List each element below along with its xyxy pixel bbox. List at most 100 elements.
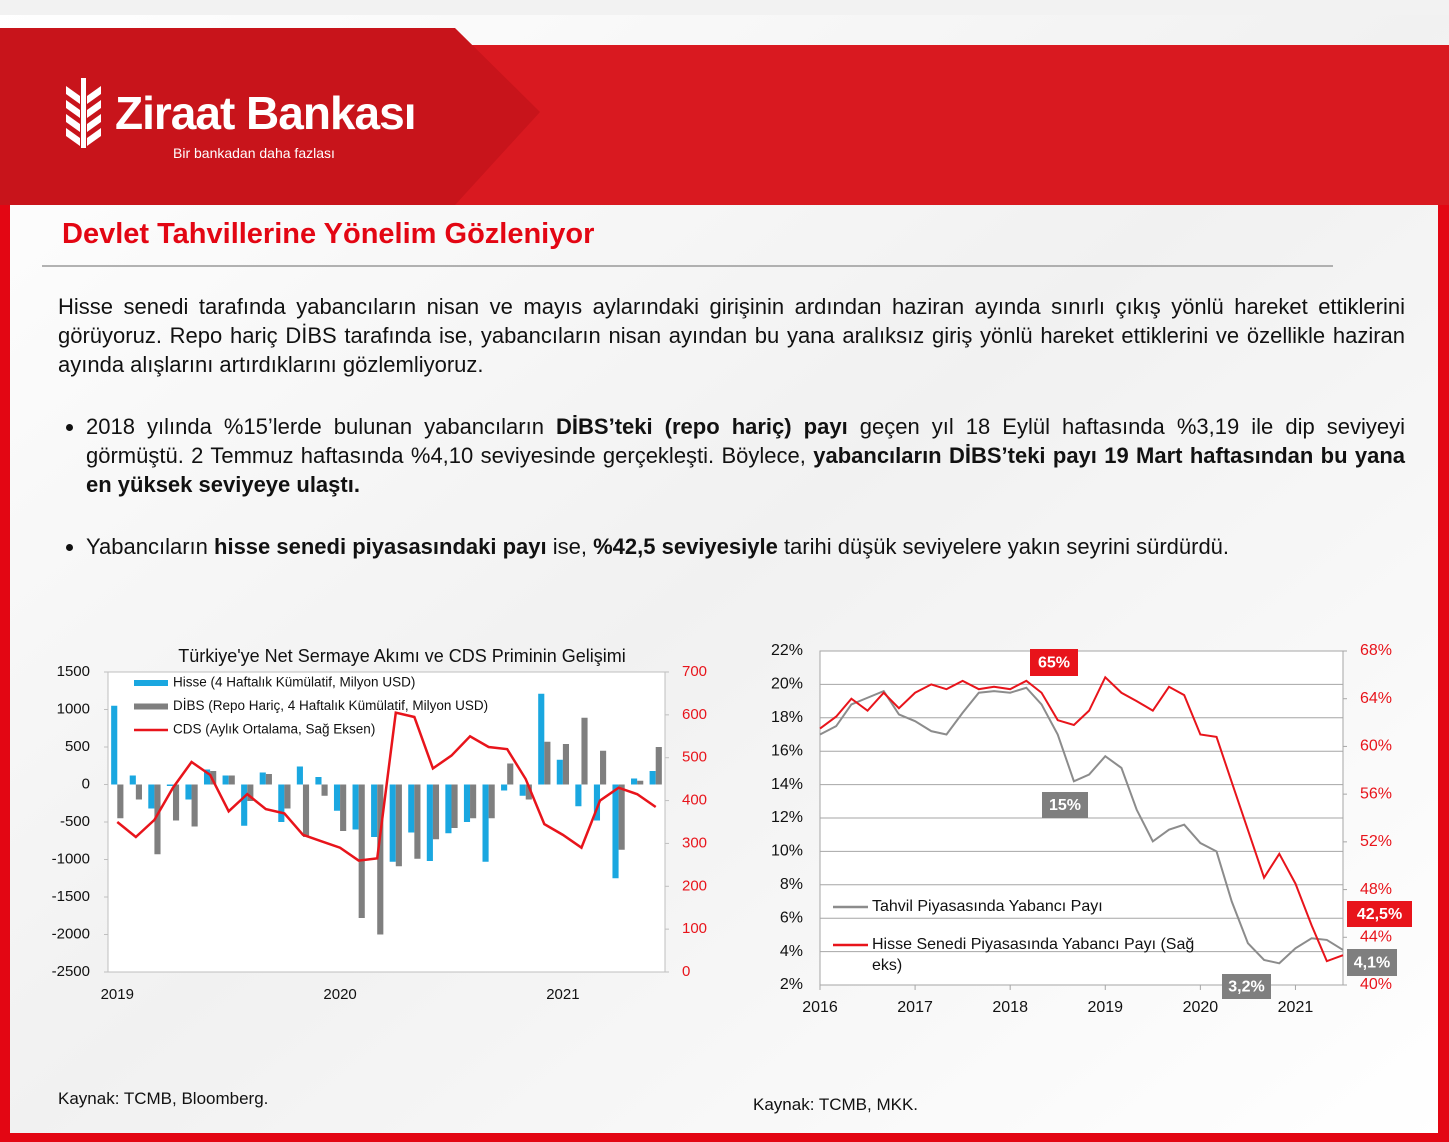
annotation: 15%	[1049, 797, 1081, 814]
bar	[488, 784, 495, 819]
y-tick-label: -500	[60, 813, 90, 830]
logo-icon	[66, 78, 101, 148]
x-tick-label: 2019	[101, 986, 134, 1003]
x-tick-label: 2018	[992, 999, 1028, 1016]
logo-panel	[0, 28, 540, 205]
y2-tick-label: 68%	[1360, 642, 1392, 659]
bar	[172, 784, 180, 821]
bar	[562, 744, 570, 785]
plot-area	[107, 671, 666, 973]
y2-tick-label: 400	[682, 792, 707, 809]
bar	[166, 784, 173, 786]
bar	[649, 771, 656, 785]
y-tick-label: 6%	[780, 909, 803, 926]
bar	[210, 771, 217, 785]
y-tick-label: -1000	[52, 850, 90, 867]
bar	[302, 784, 310, 837]
annotation: 65%	[1038, 655, 1070, 672]
bar	[228, 775, 235, 785]
bar	[556, 759, 563, 785]
annotation-box	[1030, 649, 1078, 676]
y2-tick-label: 52%	[1360, 833, 1392, 850]
legend-item: Tahvil Piyasasında Yabancı Payı	[872, 898, 1103, 915]
y-tick-label: 20%	[771, 676, 803, 693]
annotation-box	[1347, 901, 1412, 927]
bar	[426, 784, 433, 861]
bar	[507, 763, 514, 785]
legend-label: Tahvil Piyasasında Yabancı Payı	[872, 898, 1103, 915]
annotation: 42,5%	[1357, 906, 1402, 923]
y-tick-label: 12%	[771, 809, 803, 826]
frame-right	[1438, 205, 1449, 1142]
legend-swatch	[134, 703, 168, 710]
y-tick-label: -1500	[52, 888, 90, 905]
bar	[575, 784, 582, 807]
bar	[389, 784, 396, 862]
y-tick-label: 16%	[771, 742, 803, 759]
bar	[377, 784, 384, 935]
bar	[241, 784, 248, 826]
x-tick-label: 2017	[897, 999, 933, 1016]
bar	[432, 784, 440, 840]
source-note: Kaynak: TCMB, Bloomberg.	[58, 1089, 269, 1108]
legend-swatch	[134, 680, 168, 686]
bar	[445, 784, 452, 834]
text: Yabancıların	[86, 534, 215, 559]
bar	[284, 784, 291, 809]
bullet-list: 2018 yılında %15’lerde bulunan yabancıla…	[58, 412, 1405, 594]
y2-tick-label: 60%	[1360, 738, 1392, 755]
bar	[408, 784, 415, 833]
bar	[631, 778, 638, 785]
y2-tick-label: 48%	[1360, 881, 1392, 898]
legend-label: CDS (Aylık Ortalama, Sağ Eksen)	[173, 722, 375, 737]
y-tick-label: -2500	[52, 963, 90, 980]
bold-text: DİBS’teki (repo hariç) payı	[556, 414, 848, 439]
legend-label: Hisse Senedi Piyasasında Yabancı Payı (S…	[872, 936, 1195, 974]
source-note: Kaynak: TCMB, MKK.	[753, 1095, 919, 1114]
x-tick-label: 2019	[1087, 999, 1123, 1016]
annotation-box	[1042, 792, 1088, 818]
tagline: Bir bankadan daha fazlası	[173, 145, 335, 161]
bar	[148, 784, 155, 809]
text: ise,	[546, 534, 594, 559]
y-tick-label: 0	[82, 775, 90, 792]
legend-item: Hisse Senedi Piyasasında Yabancı Payı (S…	[872, 936, 1195, 974]
bar	[538, 693, 545, 785]
y-tick-label: 18%	[771, 709, 803, 726]
chart-title: Türkiye'ye Net Sermaye Akımı ve CDS Prim…	[178, 646, 626, 666]
bar	[222, 775, 229, 785]
y-tick-label: 500	[65, 738, 90, 755]
bar	[315, 777, 322, 785]
y2-tick-label: 44%	[1360, 929, 1392, 946]
paragraph: Hisse senedi tarafında yabancıların nisa…	[58, 294, 1405, 377]
bar	[612, 784, 619, 879]
y-tick-label: 4%	[780, 943, 803, 960]
bar	[247, 784, 254, 801]
y-tick-label: 1000	[57, 700, 90, 717]
y2-tick-label: 600	[682, 706, 707, 723]
text: tarihi düşük seviyelere yakın seyrini sü…	[777, 534, 1230, 559]
y2-tick-label: 64%	[1360, 690, 1392, 707]
annotation: 4,1%	[1354, 955, 1390, 972]
y2-tick-label: 500	[682, 749, 707, 766]
line	[819, 675, 1344, 963]
y-tick-label: 1500	[57, 663, 90, 680]
bar	[321, 784, 328, 796]
bold-text: %42,5 seviyesiyle	[593, 534, 778, 559]
y2-tick-label: 200	[682, 877, 707, 894]
frame-bottom	[0, 1133, 1449, 1142]
bar	[463, 784, 471, 822]
bar	[352, 784, 359, 830]
bar	[525, 784, 532, 800]
bar	[191, 784, 198, 827]
bar	[340, 784, 347, 831]
line	[116, 711, 657, 862]
bold-text: hisse senedi piyasasındaki payı	[214, 534, 547, 559]
bar	[154, 784, 161, 855]
bar	[655, 747, 662, 785]
y-tick-label: -2000	[52, 925, 90, 942]
x-tick-label: 2020	[1183, 999, 1219, 1016]
page-title: Devlet Tahvillerine Yönelim Gözleniyor	[62, 218, 595, 250]
y2-tick-label: 100	[682, 920, 707, 937]
bar	[451, 784, 458, 828]
